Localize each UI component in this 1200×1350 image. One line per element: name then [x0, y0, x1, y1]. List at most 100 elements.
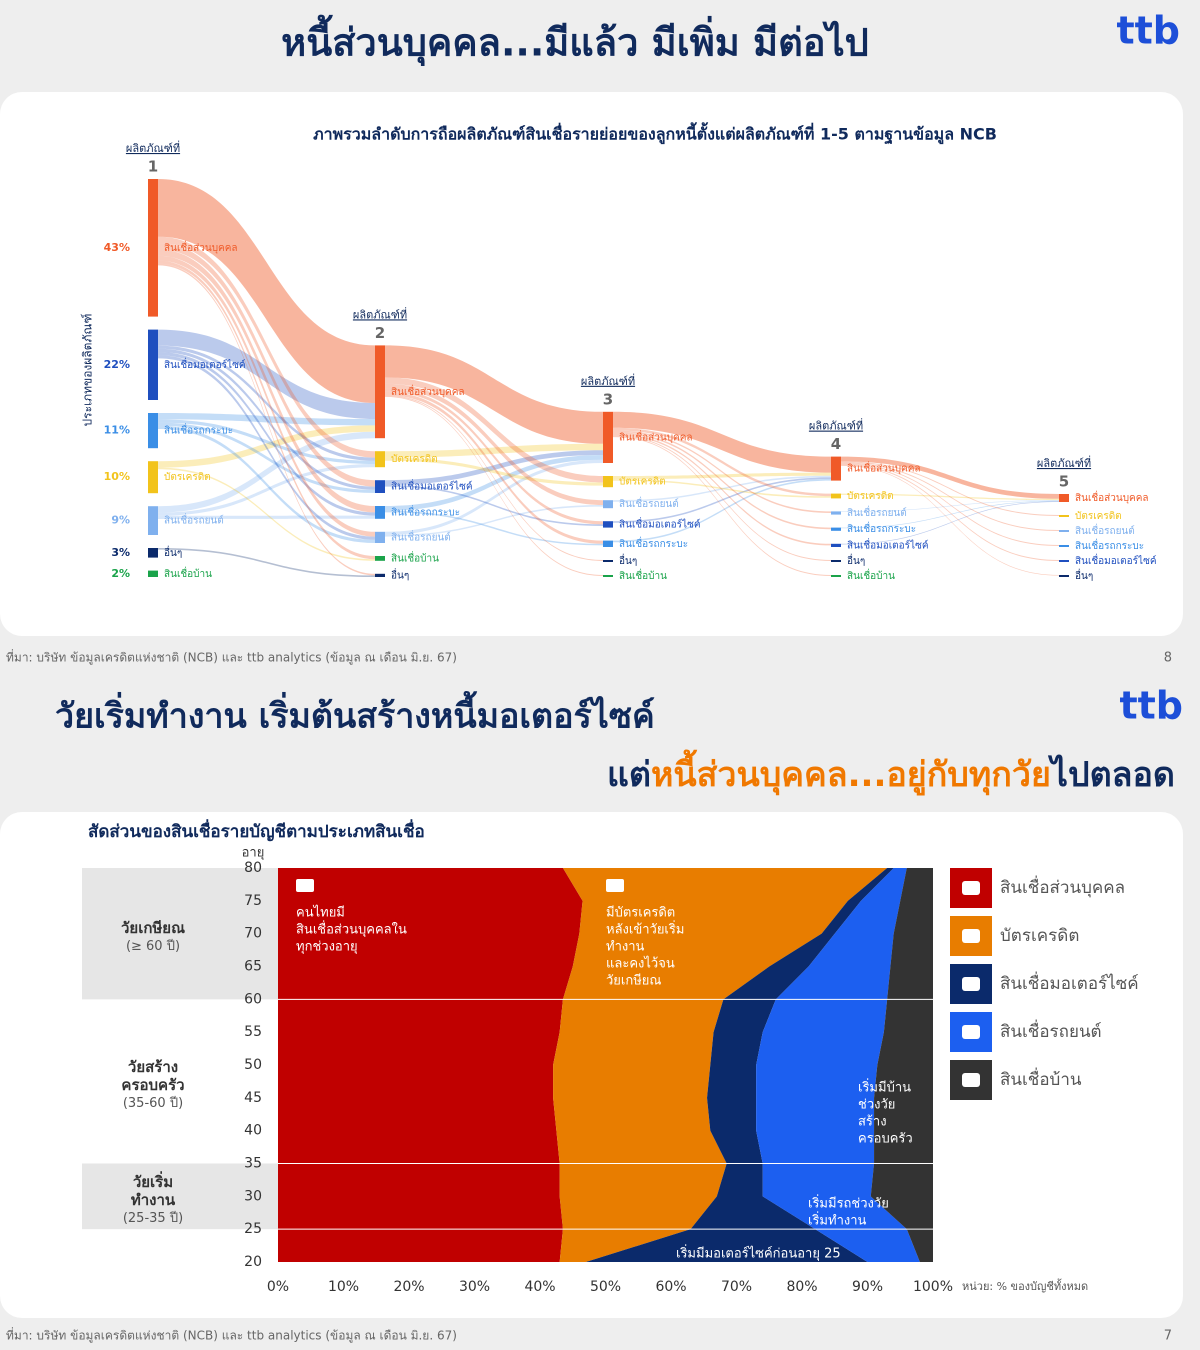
legend-icon	[962, 929, 980, 943]
y-tick-label: 70	[244, 926, 262, 942]
flow	[385, 388, 603, 525]
flow	[841, 501, 1059, 545]
flow	[158, 352, 375, 516]
logo: ttb	[1119, 684, 1183, 728]
age-group-range: (25-35 ปี)	[123, 1210, 183, 1226]
legend-icon	[962, 1073, 980, 1087]
node	[148, 461, 158, 494]
y-tick-label: 35	[244, 1156, 262, 1172]
flow	[385, 443, 603, 458]
node	[831, 543, 841, 547]
flow	[385, 395, 603, 576]
node	[603, 411, 613, 463]
node	[148, 570, 158, 577]
node	[375, 451, 385, 468]
flow	[841, 463, 1059, 546]
annotation: ทุกช่วงอายุ	[296, 940, 358, 955]
flow	[613, 431, 831, 530]
x-tick-label: 20%	[393, 1279, 424, 1295]
flow	[385, 455, 603, 511]
flow	[158, 464, 375, 516]
legend-label: สินเชื่อมอเตอร์ไซค์	[1000, 971, 1139, 994]
slide-subtitle: แต่หนี้ส่วนบุคคล...อยู่กับทุกวัยไปตลอด	[607, 749, 1175, 796]
node-label: สินเชื่อรถกระบะ	[619, 536, 688, 550]
chart-title: สัดส่วนของสินเชื่อรายบัญชีตามประเภทสินเช…	[88, 819, 425, 842]
value-label: 43%	[104, 241, 130, 254]
flow	[158, 419, 375, 464]
value-label: 3%	[111, 546, 130, 559]
flow	[158, 345, 375, 461]
x-tick-label: 0%	[267, 1279, 289, 1295]
legend-icon	[962, 1025, 980, 1039]
flow	[613, 479, 831, 498]
legend-label: สินเชื่อส่วนบุคคล	[1000, 875, 1125, 898]
legend-label: สินเชื่อรถยนต์	[1000, 1019, 1102, 1042]
flow	[158, 260, 375, 560]
flow	[841, 500, 1059, 529]
node	[831, 560, 841, 562]
flow	[158, 348, 375, 490]
node	[603, 560, 613, 562]
node	[1059, 515, 1069, 517]
flow	[158, 179, 375, 403]
annotation: หลังเข้าวัยเริ่ม	[606, 921, 684, 938]
node-label: บัตรเครดิต	[619, 477, 666, 488]
annotation: คนไทยมี	[296, 905, 345, 921]
annotation: ครอบครัว	[858, 1132, 913, 1147]
annotation: เริ่มมีมอเตอร์ไซค์ก่อนอายุ 25	[676, 1245, 841, 1262]
y-axis-label: ประเภทของผลิตภัณฑ์	[81, 314, 95, 427]
subtitle-part: หนี้ส่วนบุคคล...อยู่กับทุกวัย	[651, 749, 1051, 796]
legend-label: บัตรเครดิต	[1000, 926, 1079, 946]
flow	[385, 457, 603, 486]
flow	[841, 493, 1059, 501]
node	[375, 531, 385, 543]
annotation: และคงไว้จน	[606, 956, 675, 972]
annotation: สร้าง	[858, 1115, 887, 1130]
node-label: สินเชื่อรถยนต์	[164, 513, 224, 527]
node-label: สินเชื่อมอเตอร์ไซค์	[847, 537, 929, 551]
node	[1059, 545, 1069, 547]
age-group-name: ทำงาน	[131, 1191, 176, 1209]
node-label: สินเชื่อมอเตอร์ไซค์	[164, 357, 246, 371]
value-label: 10%	[104, 470, 130, 483]
flow	[158, 329, 375, 419]
age-group-name: ครอบครัว	[121, 1076, 184, 1094]
flow	[613, 433, 831, 546]
node-label: สินเชื่อบ้าน	[391, 550, 439, 564]
stage-number: 1	[148, 158, 158, 176]
legend-icon	[962, 881, 980, 895]
node-label: บัตรเครดิต	[1075, 511, 1122, 522]
y-axis-label: อายุ	[242, 846, 265, 861]
legend-label: สินเชื่อบ้าน	[1000, 1067, 1082, 1090]
node	[148, 329, 158, 400]
node-label: อื่นๆ	[619, 553, 637, 567]
value-label: 9%	[111, 514, 130, 527]
y-tick-label: 45	[244, 1090, 262, 1106]
flow	[158, 425, 375, 543]
y-tick-label: 20	[244, 1254, 262, 1270]
annotation: มีบัตรเครดิต	[606, 905, 675, 921]
node-label: อื่นๆ	[164, 545, 182, 559]
flow	[158, 413, 375, 426]
node	[831, 575, 841, 577]
node-label: สินเชื่อรถกระบะ	[391, 504, 460, 518]
y-tick-label: 30	[244, 1188, 262, 1204]
stage-number: 4	[831, 435, 841, 453]
node	[375, 480, 385, 493]
node	[603, 500, 613, 509]
node-label: อื่นๆ	[391, 567, 409, 581]
stage-label: ผลิตภัณฑ์ที่	[581, 373, 635, 388]
node	[375, 573, 385, 577]
node-label: สินเชื่อรถกระบะ	[164, 423, 233, 437]
node-label: สินเชื่อส่วนบุคคล	[619, 429, 693, 443]
flow	[841, 500, 1059, 513]
node	[1059, 530, 1069, 532]
node-label: บัตรเครดิต	[164, 472, 211, 483]
node	[1059, 560, 1069, 562]
x-tick-label: 60%	[655, 1279, 686, 1295]
stage-label: ผลิตภัณฑ์ที่	[809, 418, 863, 433]
slide-title: หนี้ส่วนบุคคล...มีแล้ว มีเพิ่ม มีต่อไป	[281, 15, 869, 67]
node	[831, 527, 841, 531]
flow	[158, 249, 375, 513]
flow	[613, 477, 831, 523]
